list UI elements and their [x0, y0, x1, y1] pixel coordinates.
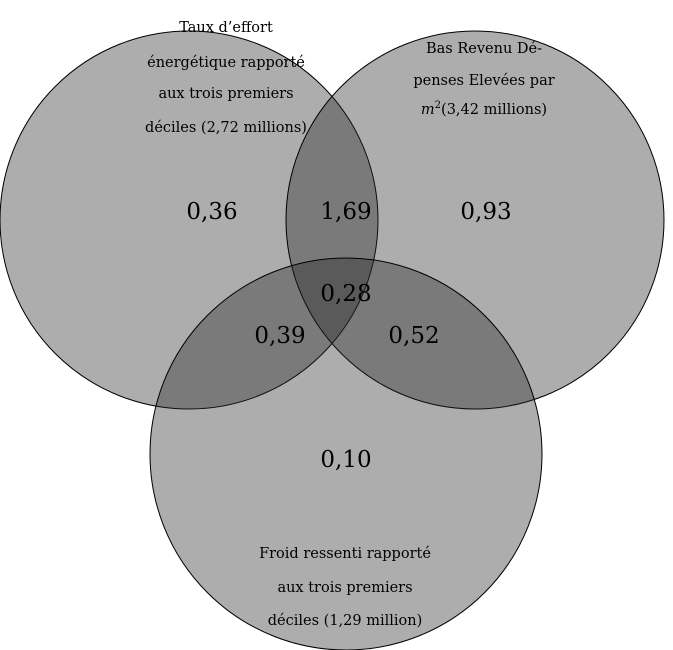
region-taux-bas: 1,69 [320, 199, 371, 225]
label-taux-effort-line1: Taux d’effort [179, 20, 273, 36]
label-bas-revenu-rest: (3,42 millions) [441, 102, 547, 118]
circle-taux-effort [0, 30, 379, 410]
label-bas-revenu-var: m [421, 102, 435, 118]
label-froid-line2: aux trois premiers [277, 580, 412, 596]
label-taux-effort-line2: énergétique rapporté [147, 55, 305, 71]
region-taux-only: 0,36 [186, 199, 237, 225]
label-froid-ressenti: Froid ressenti rapporté aux trois premie… [259, 546, 431, 629]
label-froid-line3: déciles (1,29 million) [268, 613, 422, 629]
label-taux-effort-line4: déciles (2,72 millions) [145, 120, 307, 136]
label-froid-line1: Froid ressenti rapporté [259, 546, 431, 562]
label-bas-revenu-line1: Bas Revenu Dé- [426, 41, 542, 57]
circle-bas-revenu [285, 30, 665, 410]
label-bas-revenu-line3: m2(3,42 millions) [421, 100, 547, 118]
label-bas-revenu: Bas Revenu Dé- penses Elevées par m2(3,4… [413, 41, 554, 118]
label-taux-effort: Taux d’effort énergétique rapporté aux t… [145, 20, 307, 136]
label-taux-effort-line3: aux trois premiers [158, 86, 293, 102]
circle-froid-ressenti [149, 257, 543, 650]
label-bas-revenu-sup: 2 [435, 100, 441, 111]
region-bas-only: 0,93 [460, 199, 511, 225]
region-all-three: 0,28 [320, 281, 371, 307]
region-froid-only: 0,10 [320, 447, 371, 473]
label-bas-revenu-line2: penses Elevées par [413, 73, 554, 89]
region-bas-froid: 0,52 [388, 323, 439, 349]
region-taux-froid: 0,39 [254, 323, 305, 349]
